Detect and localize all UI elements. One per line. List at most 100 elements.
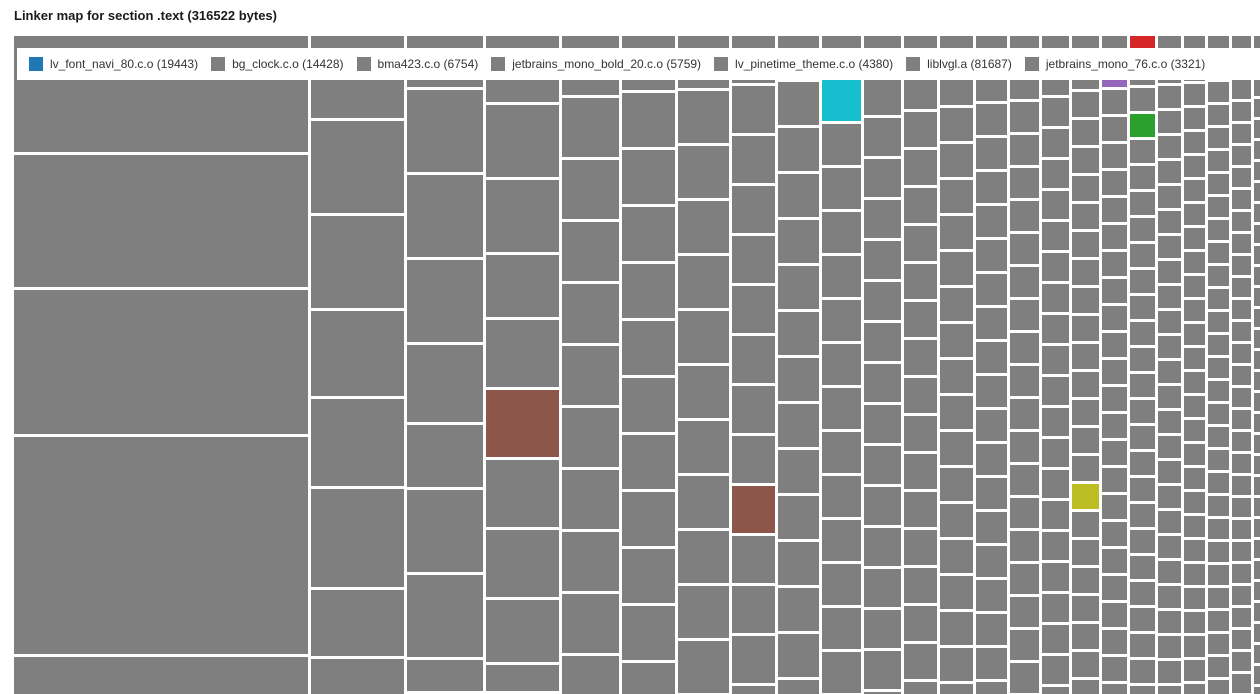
treemap-cell[interactable]: [822, 344, 861, 385]
treemap-cell[interactable]: [822, 124, 861, 165]
treemap-cell[interactable]: [622, 378, 675, 432]
treemap-cell[interactable]: [940, 576, 973, 609]
treemap-cell[interactable]: [940, 180, 973, 213]
treemap-cell[interactable]: [1130, 400, 1155, 423]
treemap-cell[interactable]: [1208, 289, 1229, 309]
treemap-cell[interactable]: [940, 684, 973, 694]
treemap-cell[interactable]: [1254, 603, 1260, 621]
treemap-cell[interactable]: [1232, 366, 1251, 385]
treemap-cell[interactable]: [1254, 78, 1260, 96]
treemap-cell[interactable]: [1010, 366, 1039, 396]
treemap-cell[interactable]: [1158, 136, 1181, 158]
treemap-cell[interactable]: [976, 580, 1007, 611]
treemap-cell[interactable]: [1102, 225, 1127, 249]
treemap-cell[interactable]: [778, 174, 819, 217]
treemap-cell[interactable]: [1102, 90, 1127, 114]
treemap-cell[interactable]: [1072, 596, 1099, 621]
treemap-cell[interactable]: [778, 588, 819, 631]
treemap-cell[interactable]: [1208, 404, 1229, 424]
treemap-cell[interactable]: [622, 93, 675, 147]
treemap-cell[interactable]: [864, 405, 901, 443]
treemap-cell[interactable]: [1158, 286, 1181, 308]
treemap-cell[interactable]: [904, 682, 937, 694]
treemap-cell[interactable]: [311, 121, 404, 213]
treemap-cell[interactable]: [904, 188, 937, 223]
treemap-cell-highlight[interactable]: [822, 80, 861, 121]
treemap-cell[interactable]: [1010, 234, 1039, 264]
treemap-cell[interactable]: [14, 437, 308, 654]
treemap-cell[interactable]: [1184, 300, 1205, 321]
treemap-cell[interactable]: [1254, 183, 1260, 201]
treemap-cell[interactable]: [1184, 468, 1205, 489]
treemap-cell[interactable]: [1072, 232, 1099, 257]
treemap-cell[interactable]: [1102, 495, 1127, 519]
treemap-cell[interactable]: [311, 216, 404, 308]
treemap-cell[interactable]: [1042, 315, 1069, 343]
treemap-cell[interactable]: [1232, 520, 1251, 539]
treemap-cell[interactable]: [1184, 564, 1205, 585]
treemap-cell[interactable]: [1042, 470, 1069, 498]
treemap-cell[interactable]: [1232, 168, 1251, 187]
treemap-cell[interactable]: [1130, 686, 1155, 694]
treemap-cell[interactable]: [1232, 410, 1251, 429]
treemap-cell[interactable]: [1072, 540, 1099, 565]
treemap-cell[interactable]: [1130, 608, 1155, 631]
treemap-cell[interactable]: [562, 532, 619, 591]
treemap-cell[interactable]: [976, 240, 1007, 271]
treemap-cell[interactable]: [1130, 140, 1155, 163]
treemap-cell[interactable]: [1042, 191, 1069, 219]
treemap-cell[interactable]: [904, 378, 937, 413]
treemap-cell[interactable]: [732, 186, 775, 233]
treemap-cell[interactable]: [940, 216, 973, 249]
treemap-cell[interactable]: [1254, 498, 1260, 516]
treemap-cell[interactable]: [562, 656, 619, 694]
treemap-cell[interactable]: [732, 236, 775, 283]
treemap-cell[interactable]: [940, 432, 973, 465]
treemap-cell[interactable]: [1184, 276, 1205, 297]
treemap-cell[interactable]: [822, 564, 861, 605]
treemap-cell[interactable]: [1102, 441, 1127, 465]
treemap-cell[interactable]: [1184, 252, 1205, 273]
treemap-cell[interactable]: [1042, 656, 1069, 684]
treemap-cell[interactable]: [1208, 634, 1229, 654]
treemap-cell[interactable]: [407, 575, 483, 657]
treemap-cell[interactable]: [940, 612, 973, 645]
treemap-cell[interactable]: [1010, 432, 1039, 462]
treemap-cell[interactable]: [976, 546, 1007, 577]
treemap-cell[interactable]: [1158, 511, 1181, 533]
treemap-cell[interactable]: [778, 680, 819, 694]
treemap-cell[interactable]: [1208, 174, 1229, 194]
treemap-cell[interactable]: [1208, 82, 1229, 102]
treemap-cell[interactable]: [486, 460, 559, 527]
treemap-cell[interactable]: [778, 542, 819, 585]
treemap-cell[interactable]: [1072, 680, 1099, 694]
treemap-cell[interactable]: [407, 345, 483, 422]
treemap-cell[interactable]: [822, 212, 861, 253]
treemap-cell[interactable]: [976, 308, 1007, 339]
treemap-cell[interactable]: [1184, 108, 1205, 129]
treemap-cell[interactable]: [1254, 393, 1260, 411]
treemap-cell[interactable]: [1232, 498, 1251, 517]
treemap-cell[interactable]: [778, 450, 819, 493]
treemap-cell[interactable]: [311, 399, 404, 486]
treemap-cell[interactable]: [562, 98, 619, 157]
treemap-cell[interactable]: [678, 311, 729, 363]
treemap-cell[interactable]: [864, 487, 901, 525]
treemap-cell[interactable]: [976, 512, 1007, 543]
treemap-cell[interactable]: [940, 288, 973, 321]
treemap-cell[interactable]: [1232, 432, 1251, 451]
treemap-cell[interactable]: [1158, 586, 1181, 608]
treemap-cell[interactable]: [622, 606, 675, 660]
treemap-cell[interactable]: [1184, 180, 1205, 201]
treemap-cell[interactable]: [1254, 687, 1260, 694]
treemap-cell[interactable]: [1102, 387, 1127, 411]
treemap-cell[interactable]: [822, 476, 861, 517]
treemap-cell[interactable]: [822, 388, 861, 429]
treemap-cell-highlight[interactable]: [486, 390, 559, 457]
treemap-cell[interactable]: [562, 594, 619, 653]
treemap-cell[interactable]: [1208, 680, 1229, 694]
treemap-cell[interactable]: [1010, 168, 1039, 198]
treemap-cell[interactable]: [1102, 684, 1127, 694]
treemap-cell[interactable]: [1254, 435, 1260, 453]
treemap-cell[interactable]: [940, 396, 973, 429]
